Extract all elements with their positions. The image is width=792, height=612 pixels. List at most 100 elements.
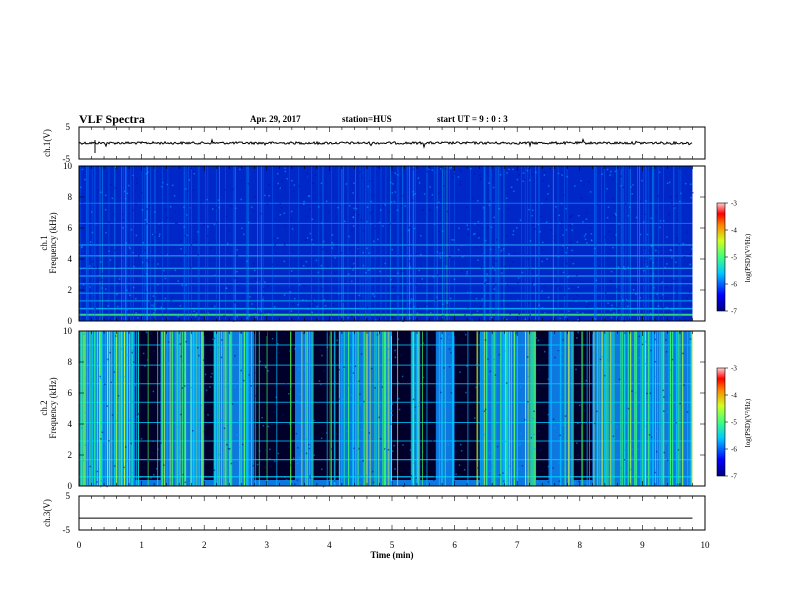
spectrogram-noise bbox=[254, 313, 256, 315]
spectrogram-noise bbox=[534, 228, 536, 230]
spectrogram-noise bbox=[275, 484, 277, 487]
spectrogram-noise bbox=[568, 287, 570, 290]
colorbar-tick-label: -7 bbox=[731, 473, 737, 481]
spectrogram-noise bbox=[177, 315, 179, 318]
spectrogram-noise bbox=[305, 261, 308, 263]
spectrogram-noise bbox=[438, 230, 440, 233]
spectrogram-noise bbox=[367, 269, 369, 272]
spectrogram-noise bbox=[262, 288, 265, 290]
spectrogram-noise bbox=[185, 284, 187, 286]
spectrogram-noise bbox=[278, 185, 281, 188]
spectrogram-noise bbox=[601, 173, 603, 175]
spectrogram-noise bbox=[562, 271, 565, 274]
spectrogram-noise bbox=[215, 408, 218, 410]
spectrogram-noise bbox=[246, 317, 249, 319]
spectrogram-noise bbox=[475, 386, 478, 389]
ch1-ylabel: ch.1(V) bbox=[42, 129, 52, 157]
spectrogram-noise bbox=[303, 203, 305, 205]
spectrogram-noise bbox=[686, 339, 689, 341]
spectrogram-noise bbox=[606, 216, 609, 219]
spectrogram-noise bbox=[558, 480, 561, 483]
spectrogram-noise bbox=[504, 440, 507, 443]
spectrogram-noise bbox=[126, 309, 128, 311]
spectrogram-noise bbox=[347, 384, 350, 386]
spectrogram-noise bbox=[499, 173, 502, 176]
spectrogram-noise bbox=[323, 299, 326, 301]
spectrogram-noise bbox=[86, 368, 89, 370]
spectrogram-noise bbox=[548, 185, 550, 187]
spectrogram-noise bbox=[646, 356, 649, 358]
spectrogram-noise bbox=[397, 474, 400, 477]
spectrogram-noise bbox=[409, 260, 411, 263]
spectrogram-noise bbox=[590, 233, 593, 235]
ch2-colorbar-ticks: -3-4-5-6-7 bbox=[725, 365, 737, 481]
spectrogram-noise bbox=[136, 182, 138, 184]
spectrogram-noise bbox=[221, 339, 223, 341]
spectrogram-noise bbox=[308, 443, 310, 446]
spectrogram-noise bbox=[431, 169, 434, 171]
spectrogram-noise bbox=[527, 258, 529, 260]
spectrogram-noise bbox=[517, 299, 519, 302]
spectrogram-noise bbox=[435, 299, 437, 302]
spectrogram-noise bbox=[547, 193, 549, 195]
spectrogram-noise bbox=[485, 393, 487, 396]
spectrogram-noise bbox=[357, 401, 360, 404]
spectrogram-noise bbox=[259, 309, 261, 311]
spectrogram-noise bbox=[352, 192, 354, 194]
spectrogram-noise bbox=[459, 443, 462, 446]
spectrogram-noise bbox=[577, 319, 579, 321]
spectrogram-noise bbox=[409, 317, 411, 319]
spectrogram-noise bbox=[486, 273, 488, 275]
spectrogram-noise bbox=[538, 430, 540, 432]
spectrogram-noise bbox=[262, 298, 264, 301]
spectrogram-noise bbox=[580, 197, 583, 200]
spectrogram-noise bbox=[616, 288, 618, 291]
spectrogram-noise bbox=[391, 304, 394, 307]
spectrogram-noise bbox=[146, 208, 148, 210]
spectrogram-noise bbox=[226, 477, 228, 480]
spectrogram-noise bbox=[440, 167, 442, 170]
spectrogram-noise bbox=[105, 232, 107, 234]
spectrogram-noise bbox=[661, 281, 664, 284]
spectrogram-noise bbox=[557, 462, 560, 464]
spectrogram-noise bbox=[433, 479, 435, 482]
spectrogram-noise bbox=[338, 292, 340, 295]
spectrogram-noise bbox=[544, 171, 547, 174]
spectrogram-noise bbox=[112, 401, 114, 403]
spectrogram-noise bbox=[654, 471, 656, 474]
spectrogram-noise bbox=[502, 480, 505, 483]
spectrogram-noise bbox=[100, 377, 102, 380]
spectrogram-noise bbox=[645, 340, 647, 343]
spectrogram-noise bbox=[503, 385, 505, 388]
spectrogram-noise bbox=[250, 206, 253, 208]
spectrogram-noise bbox=[508, 168, 510, 171]
spectrogram-noise bbox=[417, 177, 420, 179]
spectrogram-noise bbox=[325, 200, 328, 203]
spectrogram-noise bbox=[120, 348, 123, 350]
spectrogram-noise bbox=[348, 464, 351, 466]
spectrogram-noise bbox=[96, 481, 98, 483]
spectrogram-noise bbox=[613, 214, 615, 217]
spectrogram-noise bbox=[186, 214, 188, 216]
spectrogram-noise bbox=[573, 298, 575, 301]
spectrogram-noise bbox=[560, 454, 562, 457]
spectrogram-noise bbox=[488, 182, 490, 184]
spectrogram-noise bbox=[323, 312, 326, 314]
spectrogram-noise bbox=[260, 212, 262, 215]
spectrogram-noise bbox=[483, 433, 485, 436]
spectrogram-noise bbox=[402, 194, 404, 197]
spectrogram-noise bbox=[565, 228, 568, 231]
spectrogram-noise bbox=[136, 415, 138, 418]
spectrogram-noise bbox=[628, 206, 631, 208]
spectrogram-noise bbox=[689, 183, 692, 185]
spectrogram-noise bbox=[190, 244, 193, 246]
spectrogram-noise bbox=[480, 266, 483, 269]
spectrogram-noise bbox=[478, 237, 480, 239]
spectrogram-noise bbox=[226, 443, 228, 446]
spectrogram-noise bbox=[613, 312, 615, 314]
spectrogram-noise bbox=[267, 425, 270, 428]
spectrogram-noise bbox=[352, 225, 355, 227]
spectrogram-noise bbox=[685, 231, 688, 233]
spectrogram-noise bbox=[413, 227, 416, 230]
spectrogram-noise bbox=[279, 214, 282, 216]
